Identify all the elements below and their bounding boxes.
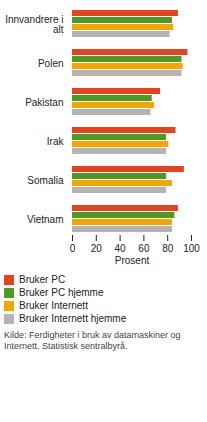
svg-text:40: 40: [115, 243, 127, 254]
svg-text:Innvandrere ialt: Innvandrere ialt: [5, 14, 64, 35]
html-text:Bruker PC hjemme: Bruker PC hjemme: [19, 287, 104, 298]
svg-text:60: 60: [138, 243, 150, 254]
html-text:Kilde: Ferdigheter i bruk av d: Kilde: Ferdigheter i bruk av datamaskine…: [4, 330, 181, 352]
html-text:Bruker Internett: Bruker Internett: [19, 300, 88, 311]
svg-text:Prosent: Prosent: [115, 255, 150, 266]
svg-text:80: 80: [162, 243, 174, 254]
svg-text:Pakistan: Pakistan: [25, 97, 63, 108]
svg-text:Vietnam: Vietnam: [27, 214, 64, 225]
html-text:Bruker PC: Bruker PC: [19, 274, 66, 285]
svg-text:Polen: Polen: [38, 58, 64, 69]
svg-text:Irak: Irak: [47, 136, 65, 147]
svg-text:100: 100: [183, 243, 200, 254]
svg-text:Somalia: Somalia: [27, 175, 64, 186]
html-text:Bruker Internett hjemme: Bruker Internett hjemme: [19, 313, 127, 324]
svg-text:20: 20: [91, 243, 103, 254]
svg-text:0: 0: [70, 243, 76, 254]
